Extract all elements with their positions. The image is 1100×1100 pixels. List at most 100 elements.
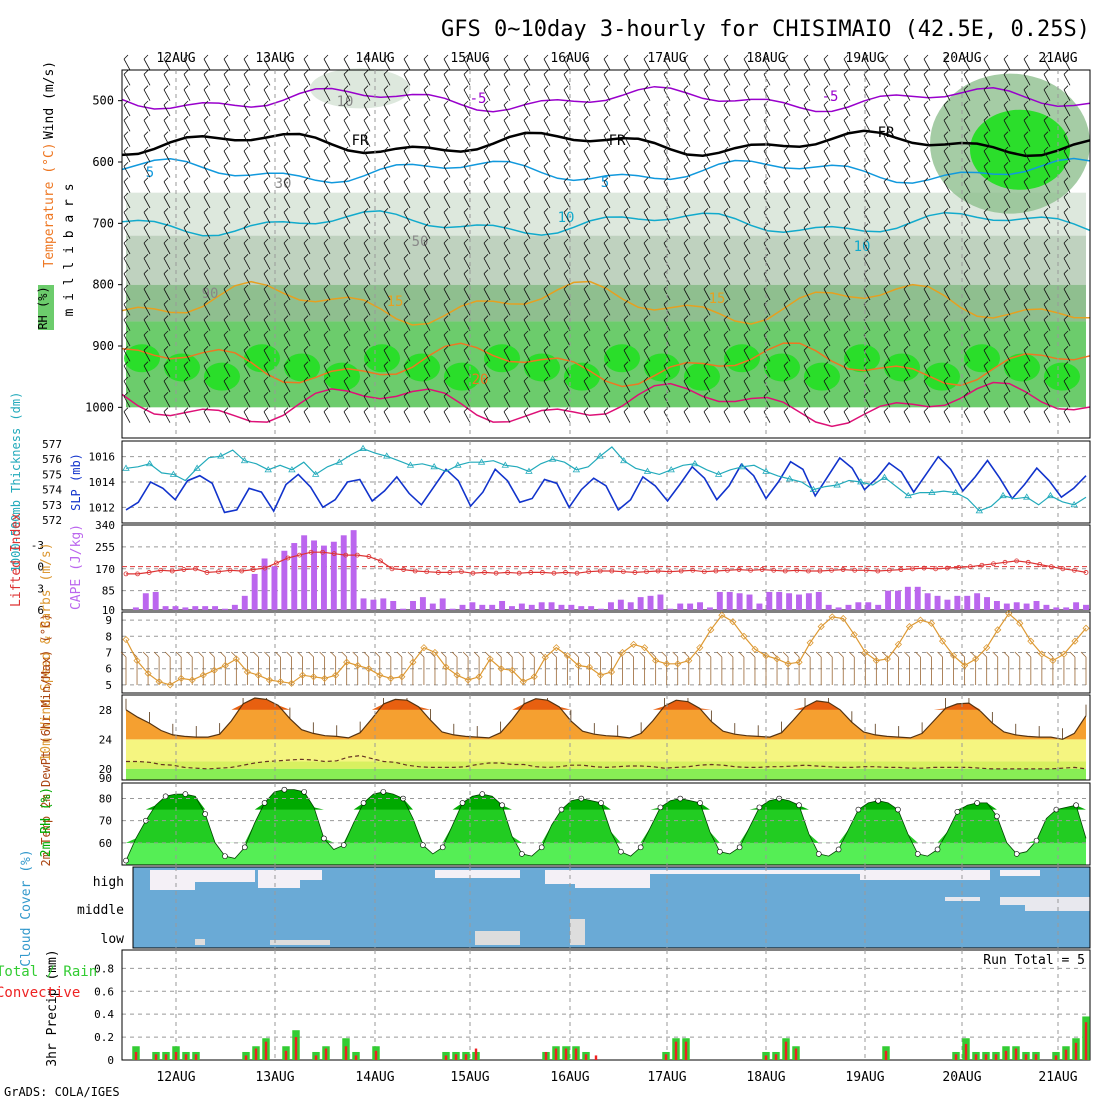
wind-barb-flag	[543, 284, 549, 290]
thickness-marker	[193, 464, 201, 471]
wind-barb	[683, 166, 691, 178]
wind-barb-flag	[863, 361, 869, 366]
wind-barb-flag	[263, 284, 269, 290]
wind-barb	[923, 242, 931, 255]
cape-bar	[400, 608, 407, 610]
wind-speed-marker	[354, 661, 362, 670]
wind-barb	[1003, 319, 1011, 331]
wind-barb	[903, 380, 911, 393]
cape-bar	[964, 595, 971, 610]
li-marker	[354, 552, 360, 558]
wind-barb-flag	[143, 238, 149, 244]
wind-barb-flag	[1003, 208, 1009, 213]
wind-barb-flag	[803, 162, 809, 167]
wind-barb	[1063, 227, 1071, 239]
thickness-marker	[904, 491, 912, 499]
rh2-marker	[360, 800, 367, 806]
wind-barb	[923, 58, 931, 71]
wind-barb	[303, 380, 311, 393]
wind-barb-flag	[503, 100, 509, 106]
wind-barb	[963, 273, 971, 285]
wind-barb	[303, 304, 311, 316]
li-marker	[655, 568, 661, 574]
wind-barb	[803, 196, 811, 209]
wind-barb	[963, 365, 971, 377]
wind-barb-flag	[1043, 315, 1049, 320]
wind-barb	[683, 365, 691, 377]
wind-barb-flag	[263, 392, 269, 397]
cape-bar	[904, 586, 911, 610]
wind-barb	[763, 288, 771, 301]
precip-convective-bar	[584, 1054, 588, 1060]
wind-barb-flag	[623, 100, 629, 106]
wind-barb-flag	[1043, 330, 1049, 336]
wind-barb-flag	[943, 146, 949, 152]
wind-barb	[583, 258, 591, 270]
cape-tick-label: 255	[95, 541, 115, 554]
wind-barb	[223, 334, 231, 347]
wind-barb-flag	[1063, 54, 1069, 60]
wind-barb	[823, 242, 831, 255]
wind-barb	[823, 319, 831, 331]
wind-barb-flag	[603, 392, 609, 397]
wind-barb-flag	[343, 300, 349, 305]
wind-barb-flag	[783, 284, 789, 290]
wind-barb	[683, 58, 691, 71]
wind-barb-flag	[883, 238, 889, 244]
wind-barb-flag	[943, 269, 949, 274]
wind-barb-flag	[523, 208, 529, 213]
wind-barb	[383, 242, 391, 255]
wind-barb	[583, 150, 591, 163]
wind-barb	[663, 166, 671, 178]
li-marker	[806, 568, 811, 574]
wind-barb	[703, 150, 711, 163]
wind-speed-marker	[784, 660, 792, 668]
cape-axis-label: CAPE (J/kg)	[69, 524, 84, 610]
wind-barb-flag	[583, 131, 589, 136]
wind-barb	[383, 288, 391, 301]
wind-barb	[743, 334, 751, 347]
wind-barb-flag	[303, 330, 309, 336]
pressure-tick-label: 700	[92, 216, 114, 230]
wind-speed-marker	[420, 644, 428, 652]
cape-bar	[380, 598, 387, 610]
wind-barb-flag	[643, 177, 649, 182]
wind-barb	[1023, 380, 1031, 393]
wind-barb-flag	[323, 192, 329, 198]
wind-barb-flag	[443, 284, 449, 290]
wind-barb	[1063, 258, 1071, 270]
wind-barb-flag	[1063, 376, 1069, 382]
wind-barb	[823, 365, 831, 377]
wind-barb-flag	[923, 392, 929, 397]
wind-barb-flag	[243, 54, 249, 60]
precip-convective-bar	[784, 1041, 788, 1060]
wind-barb-flag	[503, 131, 509, 136]
cape-bar	[132, 607, 139, 610]
wind-barb-flag	[243, 269, 249, 274]
wind-barb	[683, 196, 691, 209]
wind-barb-flag	[543, 407, 549, 412]
wind-barb-flag	[323, 238, 329, 244]
precip-convective-bar	[1004, 1050, 1008, 1060]
wind-barb	[623, 227, 631, 239]
wind-barb-flag	[823, 177, 829, 182]
wind-barb	[763, 273, 771, 285]
wind-barb-flag	[263, 238, 269, 244]
wind-barb	[343, 74, 351, 86]
wind-barb	[903, 166, 911, 178]
wind-barb	[963, 242, 971, 255]
wind-barb	[123, 104, 131, 117]
wind-barb-flag	[263, 223, 269, 228]
wind-barb	[1043, 58, 1051, 71]
wind-barb-flag	[463, 131, 469, 136]
wind-barb	[223, 304, 231, 316]
wind-barb	[503, 288, 511, 301]
wind-barb	[283, 242, 291, 255]
wind-barb-flag	[423, 269, 429, 274]
wind-barb	[1063, 273, 1071, 285]
wind-barb	[183, 150, 191, 163]
wind-barb-flag	[283, 254, 289, 259]
cape-bar	[261, 558, 268, 610]
rh-high-patch	[324, 362, 360, 391]
wind-barb-flag	[843, 407, 849, 412]
